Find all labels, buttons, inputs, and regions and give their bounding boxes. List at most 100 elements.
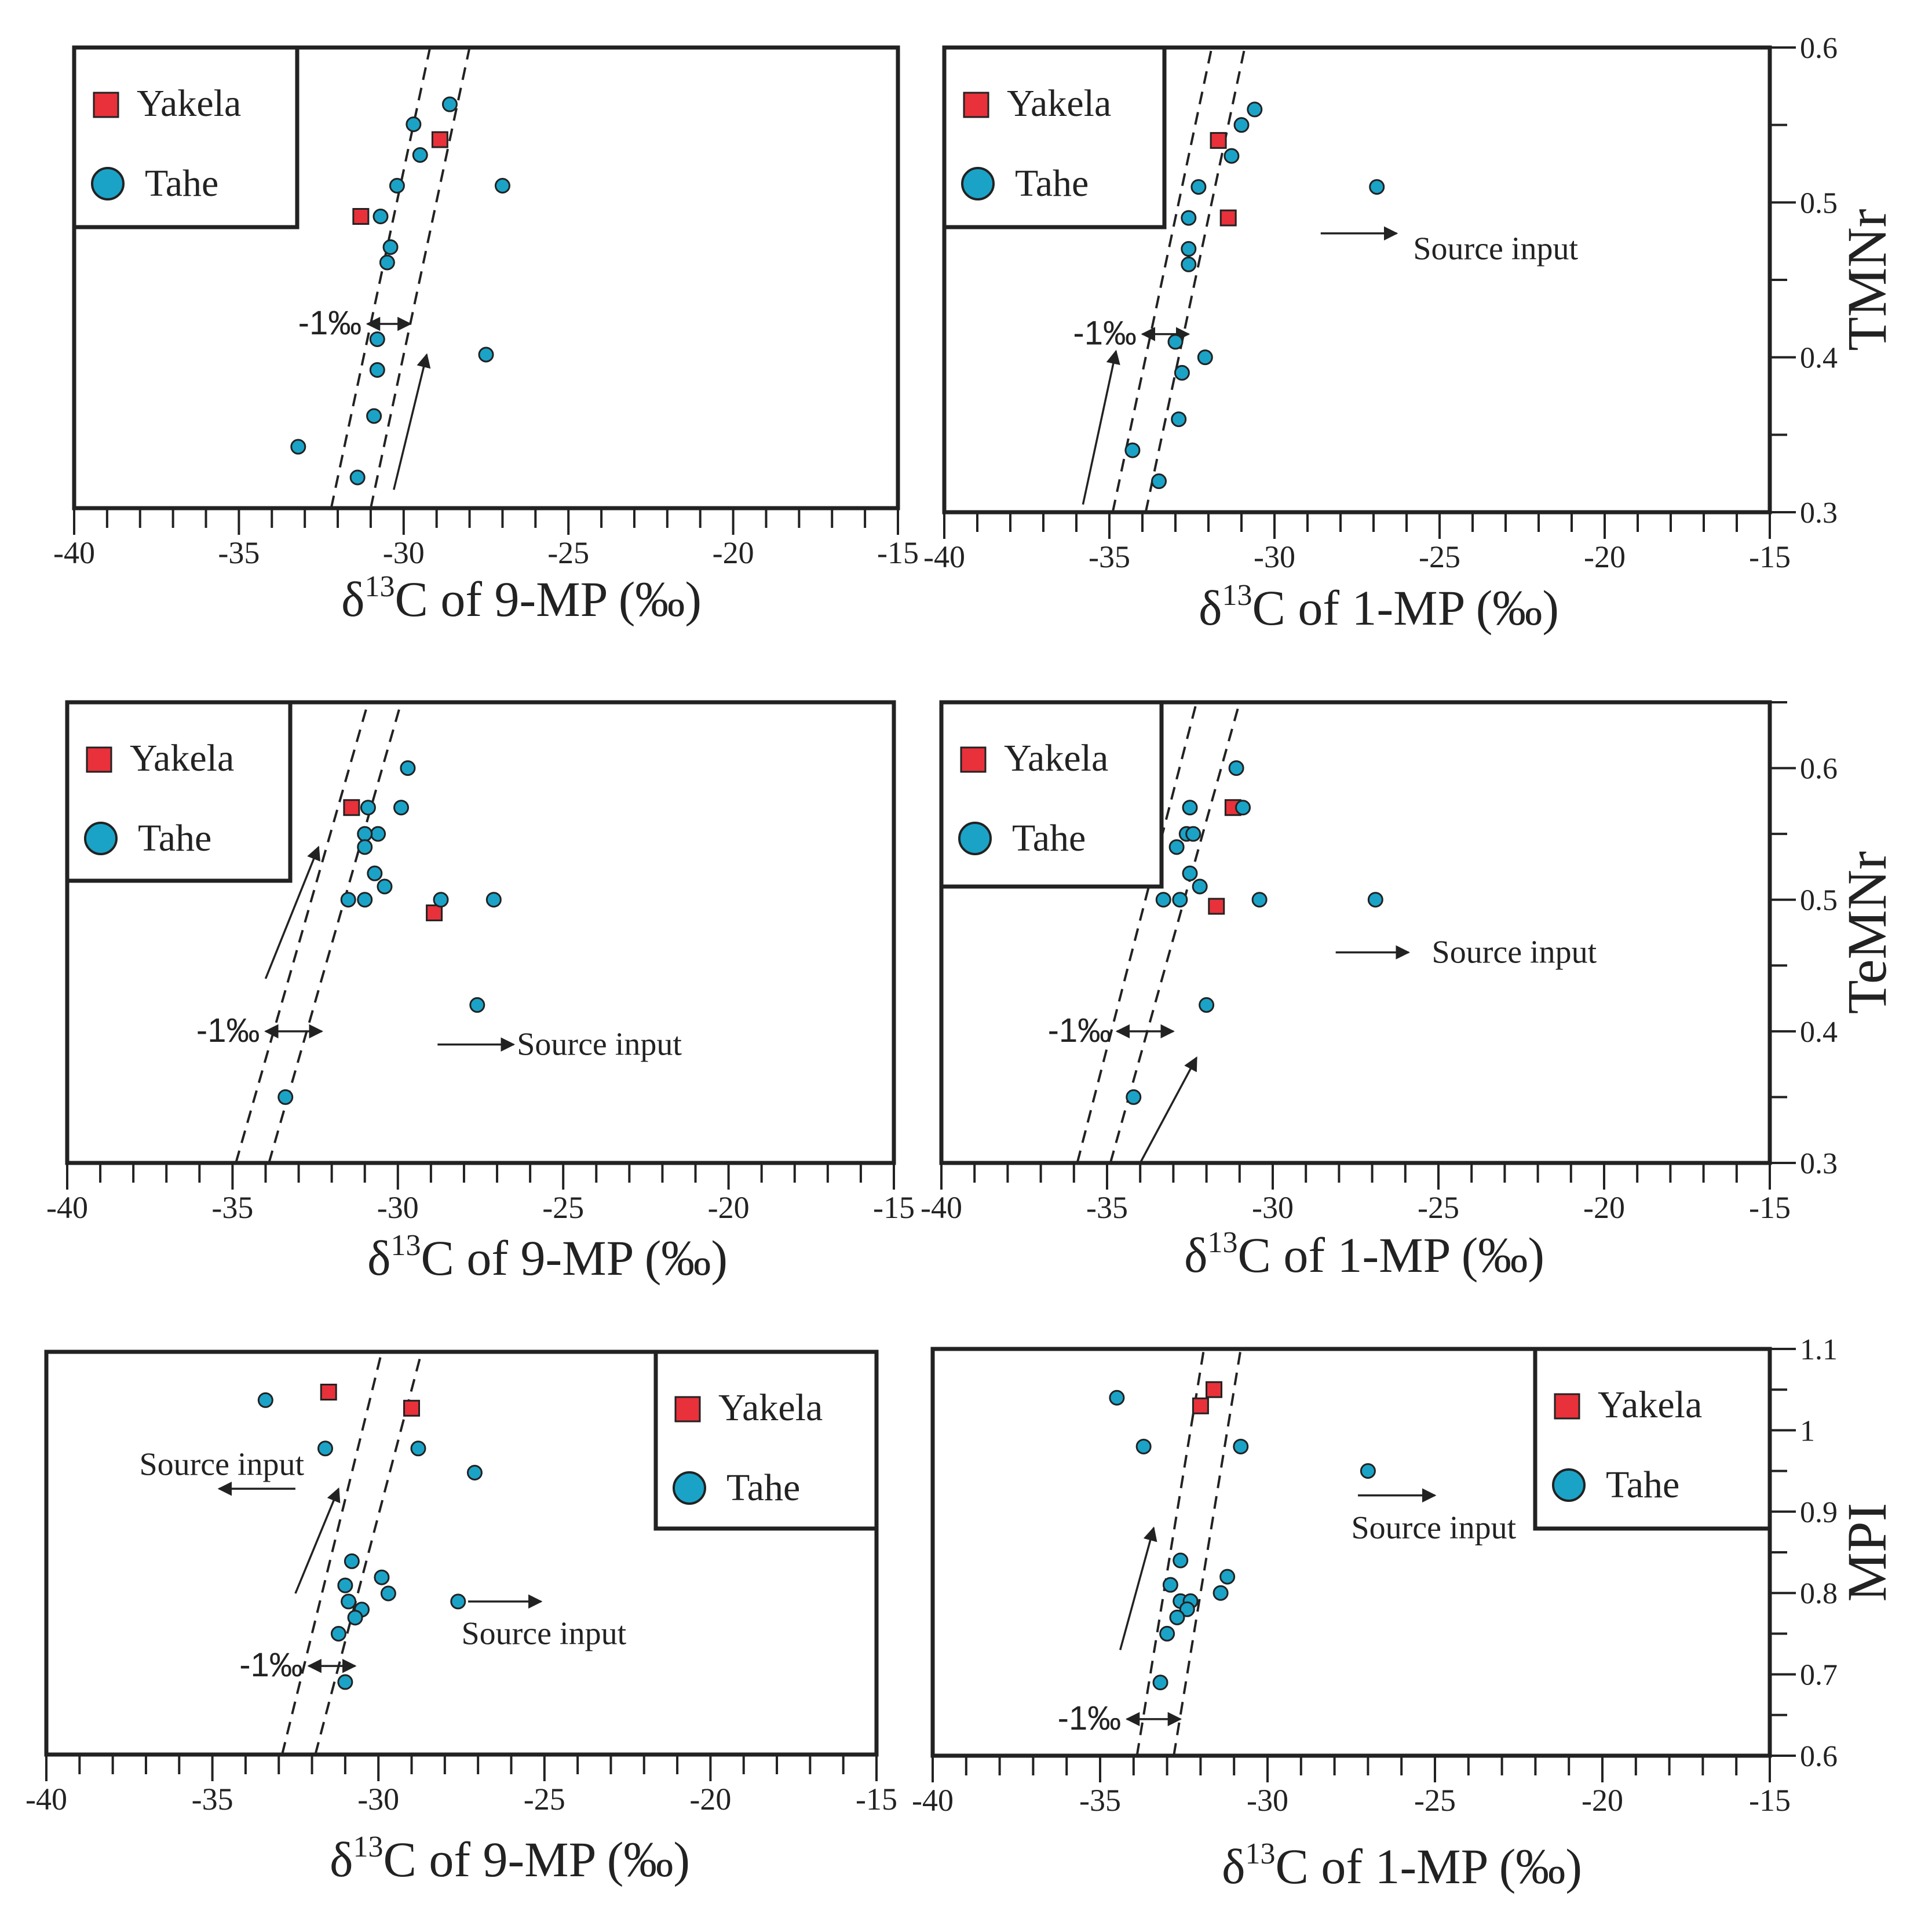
yakela-point	[1219, 209, 1237, 227]
tahe-point	[389, 178, 405, 194]
tahe-point	[379, 254, 395, 271]
tahe-point	[370, 826, 386, 842]
tahe-point	[337, 1674, 353, 1690]
tahe-point	[450, 1593, 466, 1610]
tahe-point	[406, 116, 422, 132]
permil-label: -1‰	[1058, 1699, 1122, 1737]
x-tick-label: -15	[1749, 1783, 1791, 1818]
delta-symbol: δ	[1199, 580, 1222, 636]
legend-tahe-marker	[91, 167, 125, 200]
y-tick-label: 0.8	[1800, 1577, 1838, 1610]
dashed-guide-line	[330, 47, 432, 509]
y-tick-label: 1	[1800, 1414, 1815, 1447]
x-axis-label-text: C of 9-MP (‰)	[395, 571, 702, 627]
x-axis-label-text: C of 1-MP (‰)	[1276, 1839, 1583, 1894]
tahe-point	[1159, 1625, 1175, 1642]
yakela-point	[1208, 898, 1225, 915]
tahe-point	[469, 997, 485, 1013]
legend-label-tahe: Tahe	[1606, 1464, 1679, 1506]
delta-symbol: δ	[330, 1832, 353, 1887]
dashed-guide-line	[1173, 1348, 1242, 1756]
plot-frame	[65, 700, 896, 1165]
tahe-point	[400, 760, 416, 776]
yakela-point	[320, 1384, 337, 1401]
y-tick-label: 0.6	[1800, 753, 1838, 786]
dashed-guide-line	[1111, 47, 1213, 513]
source-input-label: Source input	[517, 1027, 682, 1063]
tahe-point	[1168, 839, 1185, 855]
source-input-label: Source input	[1432, 935, 1597, 971]
tahe-point	[1360, 1463, 1376, 1479]
tahe-point	[412, 147, 428, 163]
y-tick-label: 0.3	[1800, 497, 1838, 530]
legend-yakela-marker	[86, 746, 112, 773]
chart-panel-p1: -40 -35 -30 -25 -20 -15 δ13C of 9-MP (‰) -1‰ Yak…	[53, 45, 919, 627]
chart-panel-p5: -40 -35 -30 -25 -20 -15 δ13C of 9-MP (‰) -1‰ Sou…	[25, 1350, 897, 1887]
tahe-point	[374, 1569, 390, 1585]
y-tick-label: 0.4	[1800, 342, 1838, 375]
tahe-point	[1181, 241, 1197, 257]
legend-label-yakela: Yakela	[137, 82, 241, 125]
x-tick-label: -25	[542, 1190, 584, 1225]
x-tick-label: -40	[46, 1190, 88, 1225]
tahe-point	[277, 1089, 294, 1105]
delta-symbol: δ	[1184, 1227, 1208, 1283]
permil-label: -1‰	[196, 1012, 260, 1049]
x-tick-label: -25	[1414, 1783, 1456, 1818]
tahe-point	[330, 1626, 346, 1642]
x-tick-label: -35	[192, 1782, 233, 1817]
tahe-point	[466, 1465, 483, 1480]
x-tick-label: -20	[1583, 1190, 1625, 1225]
tahe-point	[257, 1392, 273, 1408]
y-axis-label: MPI	[1836, 1503, 1898, 1602]
superscript-13: 13	[1208, 1226, 1238, 1259]
y-tick-label: 0.5	[1800, 884, 1838, 917]
tahe-point	[1190, 179, 1207, 195]
tahe-point	[1167, 334, 1184, 350]
legend-yakela-marker	[960, 746, 987, 773]
x-tick-label: -15	[873, 1190, 915, 1225]
tahe-point	[366, 408, 382, 424]
tahe-point	[1126, 1089, 1142, 1105]
tahe-point	[1151, 473, 1167, 490]
tahe-point	[1212, 1585, 1229, 1601]
x-tick-label: -30	[1247, 1783, 1288, 1818]
y-axis-label: TMNr	[1836, 209, 1898, 351]
tahe-point	[1367, 892, 1383, 908]
yakela-point	[403, 1399, 421, 1417]
tahe-point	[357, 892, 373, 908]
x-tick-label: -15	[1749, 539, 1791, 574]
tahe-point	[317, 1440, 333, 1457]
yakela-point	[352, 208, 370, 225]
tahe-point	[1173, 1552, 1189, 1569]
tahe-point	[341, 1593, 357, 1610]
permil-label: -1‰	[1073, 315, 1137, 352]
tahe-point	[340, 892, 356, 908]
superscript-13: 13	[1246, 1837, 1276, 1870]
tahe-point	[382, 239, 399, 255]
trend-arrow	[264, 845, 320, 979]
source-input-label: Source input	[1352, 1510, 1517, 1546]
tahe-point	[1197, 349, 1213, 366]
tahe-point	[377, 878, 393, 895]
x-tick-label: -30	[1252, 1190, 1294, 1225]
legend-tahe-marker	[961, 167, 995, 200]
dashed-guide-line	[1076, 702, 1198, 1164]
legend-box	[939, 700, 1164, 889]
y-tick-label: 0.6	[1800, 32, 1838, 65]
y-tick-label: 0.6	[1800, 1740, 1838, 1773]
tahe-point	[1152, 1675, 1168, 1691]
trend-arrow	[393, 353, 431, 490]
x-tick-label: -35	[218, 535, 260, 570]
tahe-point	[1233, 1438, 1249, 1454]
tahe-point	[1174, 364, 1190, 381]
legend-yakela-marker	[1554, 1393, 1580, 1420]
chart-panel-p4: -40 -35 -30 -25 -20 -15 0.3 0.4 0.5 0.6 TeMNr δ13C …	[921, 700, 1898, 1283]
trend-arrow	[1119, 1526, 1157, 1650]
tahe-point	[357, 826, 373, 842]
x-tick-label: -25	[1419, 539, 1460, 574]
tahe-point	[372, 209, 389, 224]
y-axis-label: TeMNr	[1836, 851, 1898, 1014]
x-axis-label: δ13C of 1-MP (‰)	[1199, 579, 1559, 636]
